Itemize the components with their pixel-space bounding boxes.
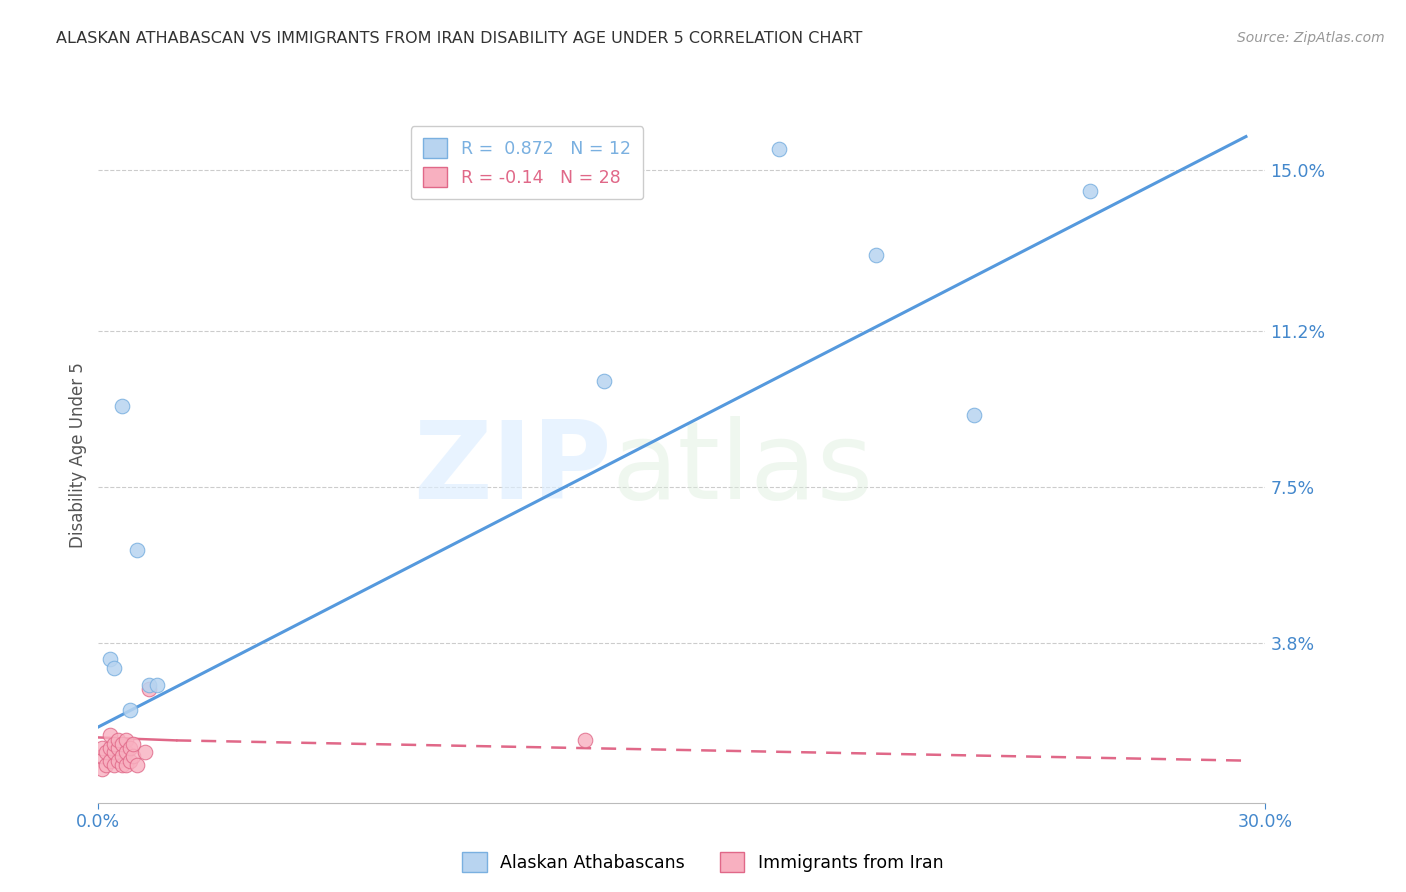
Point (103, 737, 125, 751)
Point (122, 749, 145, 764)
Point (107, 741, 129, 756)
Text: atlas: atlas (612, 416, 875, 522)
Point (91, 741, 114, 756)
Point (111, 400, 134, 414)
Point (107, 754, 129, 768)
Point (962, 408, 984, 422)
Point (111, 749, 134, 764)
Point (98, 728, 121, 742)
Y-axis label: Disability Age Under 5: Disability Age Under 5 (69, 362, 87, 548)
Point (103, 757, 125, 772)
Point (138, 681, 160, 696)
Legend: R =  0.872   N = 12, R = -0.14   N = 28: R = 0.872 N = 12, R = -0.14 N = 28 (411, 126, 643, 199)
Point (118, 754, 141, 768)
Text: Source: ZipAtlas.com: Source: ZipAtlas.com (1237, 31, 1385, 45)
Point (118, 741, 141, 756)
Point (127, 757, 149, 772)
Point (98, 754, 121, 768)
Point (574, 732, 596, 747)
Legend: Alaskan Athabascans, Immigrants from Iran: Alaskan Athabascans, Immigrants from Ira… (456, 845, 950, 879)
Point (1080, 185, 1102, 199)
Point (96, 745, 118, 759)
Point (107, 732, 129, 747)
Point (111, 757, 134, 772)
Point (134, 745, 156, 759)
Text: ALASKAN ATHABASCAN VS IMMIGRANTS FROM IRAN DISABILITY AGE UNDER 5 CORRELATION CH: ALASKAN ATHABASCAN VS IMMIGRANTS FROM IR… (56, 31, 863, 46)
Point (146, 678, 169, 692)
Point (122, 737, 145, 751)
Point (118, 703, 141, 717)
Point (91, 749, 114, 764)
Point (98, 652, 121, 666)
Point (114, 732, 136, 747)
Point (96, 757, 118, 772)
Point (103, 745, 125, 759)
Point (127, 542, 149, 557)
Point (865, 247, 887, 261)
Point (138, 678, 160, 692)
Point (103, 661, 125, 675)
Point (98, 741, 121, 756)
Point (593, 374, 616, 388)
Point (768, 142, 790, 156)
Text: ZIP: ZIP (413, 416, 612, 522)
Point (114, 757, 136, 772)
Point (114, 745, 136, 759)
Point (111, 737, 134, 751)
Point (91, 762, 114, 776)
